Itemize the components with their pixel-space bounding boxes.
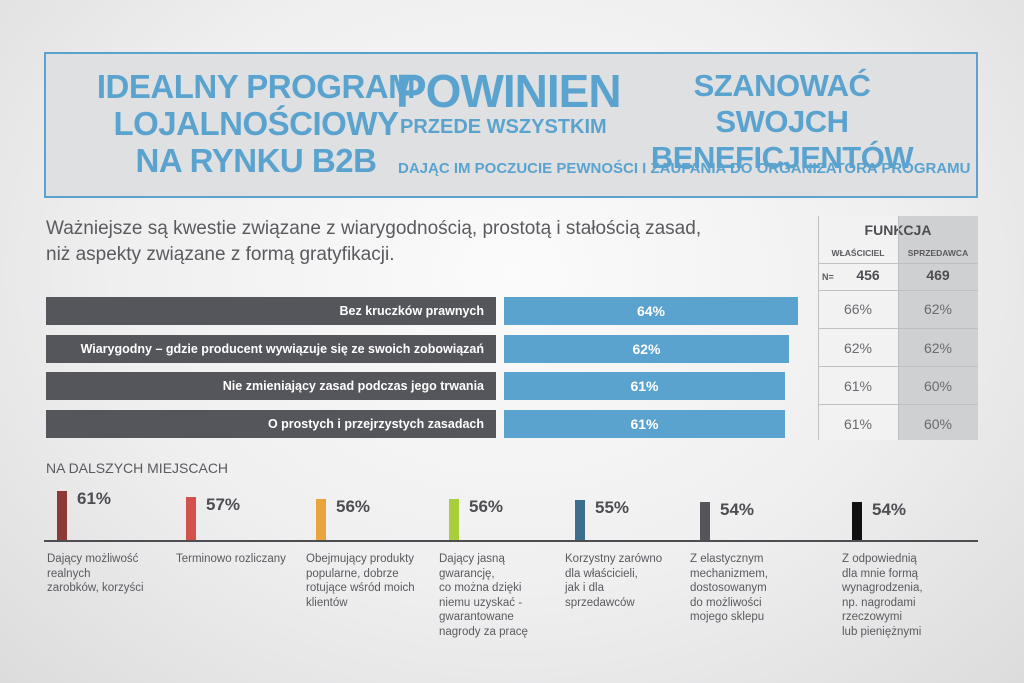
bar-value-label: 64% xyxy=(636,303,666,319)
mini-bar-description-line: Z elastycznym xyxy=(690,553,764,565)
bar-category-label: Nie zmieniający zasad podczas jego trwan… xyxy=(46,372,496,400)
mini-bar-description-line: dla mnie formą xyxy=(842,567,919,580)
intro-text: Ważniejsze są kwestie związane z wiarygo… xyxy=(46,216,726,268)
mini-bar-description-line: niemu uzyskać - xyxy=(439,596,523,609)
mini-bar-description: Dający jasną gwarancję, co można dzięki nie… xyxy=(439,552,557,639)
mini-bar-description-line: Z odpowiednią xyxy=(842,553,917,565)
table-divider xyxy=(818,404,978,405)
mini-bar-description: Terminowo rozliczany xyxy=(176,552,294,567)
mini-bar xyxy=(700,502,710,540)
table-divider xyxy=(818,263,978,264)
mini-bar-description-line: np. nagrodami xyxy=(842,596,916,609)
table-header-owner: WŁAŚCICIEL xyxy=(831,248,885,258)
mini-bar xyxy=(575,500,585,540)
intro-line: Ważniejsze są kwestie związane z wiarygo… xyxy=(46,218,702,239)
table-cell: 60% xyxy=(923,378,953,394)
mini-bar-description: Obejmujący produkty popularne, dobrze rotu… xyxy=(306,552,424,610)
mini-bar-description-line: zarobków, korzyści xyxy=(47,582,144,594)
mini-bar-description-line: Dający możliwość xyxy=(47,553,139,565)
mini-bar-value-label: 56% xyxy=(469,496,504,516)
mini-bar-value-label: 54% xyxy=(720,500,755,519)
mini-bar-description-line: gwarancję, xyxy=(439,567,495,580)
mini-bar-description-line: Obejmujący produkty xyxy=(306,553,415,565)
mini-bar-description: Dający możliwość realnych zarobków, korzyś… xyxy=(47,552,165,596)
mini-bar-description: Z odpowiednią dla mnie formą wynagrodzenia… xyxy=(842,552,960,639)
table-cell: 61% xyxy=(843,416,873,432)
mini-bar-description-line: do możliwości xyxy=(690,596,762,609)
intro-line: niż aspekty związane z formą gratyfikacj… xyxy=(46,244,395,265)
bar: 61% xyxy=(504,410,785,438)
mini-bar xyxy=(186,497,196,540)
bar-value-label: 61% xyxy=(630,378,659,394)
mini-bar-description-line: gwarantowane xyxy=(439,611,514,623)
table-n-owner: 456 xyxy=(856,267,880,283)
mini-bar-description-line: lub pieniężnymi xyxy=(842,625,922,638)
mini-bar-description: Z elastycznym mechanizmem, dostosowanym do … xyxy=(690,552,808,625)
banner-subtitle: DAJĄC IM POCZUCIE PEWNOŚCI I ZAUFANIA DO… xyxy=(398,160,971,177)
mini-bar xyxy=(449,498,459,540)
mini-bar xyxy=(316,498,326,540)
secondary-chart-baseline xyxy=(44,540,978,542)
bar-category-label: Bez kruczków prawnych xyxy=(46,297,496,325)
mini-bar-description-line: jak i dla xyxy=(565,582,604,594)
banner-left-line: IDEALNY PROGRAM xyxy=(96,68,416,105)
banner-right-line: SZANOWAĆ SWOJCH xyxy=(693,68,871,139)
mini-bar xyxy=(57,490,67,540)
secondary-section-title: NA DALSZYCH MIEJSCACH xyxy=(46,460,229,476)
table-cell: 62% xyxy=(843,340,873,356)
mini-bar-description-line: dla właścicieli, xyxy=(565,567,638,580)
table-divider xyxy=(818,290,978,291)
bar: 61% xyxy=(504,372,785,400)
table-cell: 62% xyxy=(923,301,953,317)
table-cell: 62% xyxy=(923,340,953,356)
mini-bar-description-line: co można dzięki xyxy=(439,582,522,594)
table-title: FUNKCJA xyxy=(818,222,978,238)
mini-bar-description-line: mechanizmem, xyxy=(690,567,768,580)
mini-bar xyxy=(852,502,862,540)
mini-bar-value-label: 54% xyxy=(872,500,907,519)
bar: 64% xyxy=(504,297,798,325)
banner-mid-big: POWINIEN xyxy=(396,65,622,117)
mini-bar-description: Korzystny zarówno dla właścicieli, jak i d… xyxy=(565,552,683,610)
banner-right-title: SZANOWAĆ SWOJCH BENEFICJENTÓW xyxy=(634,68,930,176)
mini-bar-description-line: Terminowo rozliczany xyxy=(176,553,286,565)
bar-value-label: 62% xyxy=(632,341,661,357)
mini-bar-value-label: 61% xyxy=(77,488,112,508)
mini-bar-value-label: 56% xyxy=(336,496,371,516)
banner-mid-small: PRZEDE WSZYSTKIM xyxy=(400,116,607,138)
mini-bar-description-line: nagrody za pracę xyxy=(439,625,528,638)
banner-right-line: BENEFICJENTÓW xyxy=(650,140,914,175)
banner-left-line: NA RYNKU B2B xyxy=(135,142,377,179)
banner-left-line: LOJALNOŚCIOWY xyxy=(113,105,399,142)
table-cell: 61% xyxy=(843,378,873,394)
table-n-label: N= xyxy=(822,272,834,282)
bar: 62% xyxy=(504,335,789,363)
table-cell: 60% xyxy=(923,416,953,432)
mini-bar-description-line: realnych xyxy=(47,567,91,580)
mini-bar-description-line: Dający jasną xyxy=(439,553,505,565)
mini-bar-description-line: dostosowanym xyxy=(690,582,767,594)
bar-category-label: Wiarygodny – gdzie producent wywiązuje s… xyxy=(46,335,496,363)
bar-value-label: 61% xyxy=(630,416,659,432)
mini-bar-description-line: rzeczowymi xyxy=(842,611,903,623)
mini-bar-description-line: klientów xyxy=(306,596,348,609)
table-divider xyxy=(818,366,978,367)
table-n-seller: 469 xyxy=(926,267,950,283)
mini-bar-description-line: sprzedawców xyxy=(565,596,635,609)
banner-left-title: IDEALNY PROGRAM LOJALNOŚCIOWY NA RYNKU B… xyxy=(96,68,416,179)
table-cell: 66% xyxy=(843,301,873,317)
mini-bar-description-line: popularne, dobrze xyxy=(306,567,399,580)
table-header-seller: SPRZEDAWCA xyxy=(907,248,969,258)
header-banner: IDEALNY PROGRAM LOJALNOŚCIOWY NA RYNKU B… xyxy=(44,52,978,198)
mini-bar-description-line: mojego sklepu xyxy=(690,611,765,623)
mini-bar-description-line: wynagrodzenia, xyxy=(842,582,923,594)
table-divider xyxy=(818,328,978,329)
bar-category-label: O prostych i przejrzystych zasadach xyxy=(46,410,496,438)
mini-bar-description-line: Korzystny zarówno xyxy=(565,553,663,565)
mini-bar-description-line: rotujące wśród moich xyxy=(306,582,415,594)
mini-bar-value-label: 57% xyxy=(206,495,241,515)
mini-bar-value-label: 55% xyxy=(595,498,630,518)
